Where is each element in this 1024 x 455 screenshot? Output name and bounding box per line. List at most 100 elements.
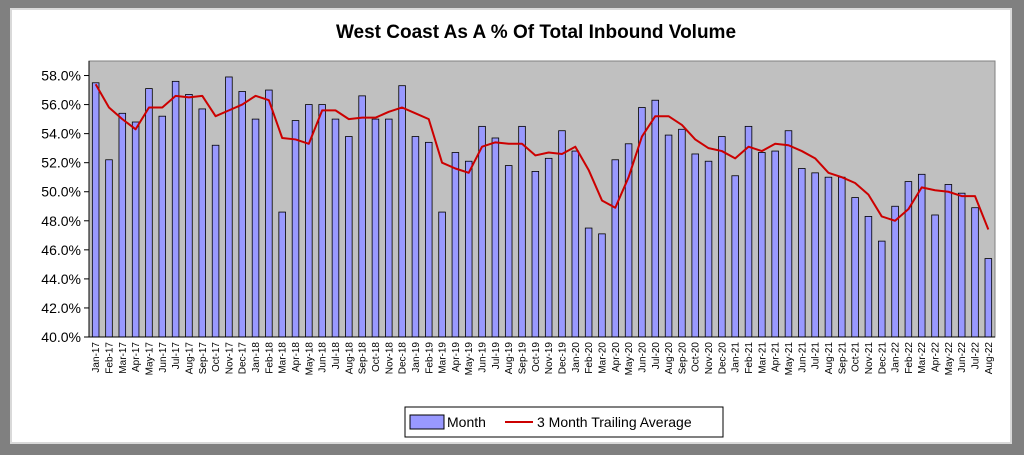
x-tick-label: Apr-18 [291, 342, 302, 372]
x-axis: Jan-17 Feb-17 Mar-17 Apr-17 May-17 Jun-17 Jul-… [89, 336, 995, 376]
x-tick-label: Mar-22 [917, 342, 928, 374]
y-tick-label: 50.0% [41, 184, 81, 200]
bar [784, 130, 793, 338]
bar [917, 173, 926, 338]
bar [371, 118, 380, 338]
x-tick-label: Jun-19 [478, 342, 489, 373]
bar [198, 108, 206, 338]
x-tick-label: Mar-17 [118, 342, 129, 374]
bar [291, 120, 300, 338]
bar [771, 150, 779, 338]
x-tick-label: Sep-17 [198, 342, 209, 375]
x-tick-label: May-19 [464, 342, 475, 376]
legend: Month 3 Month Trailing Average [404, 406, 724, 438]
bar [691, 153, 699, 338]
bar [984, 258, 993, 338]
y-tick-label: 40.0% [41, 329, 81, 345]
x-tick-label: Oct-21 [851, 342, 862, 372]
y-tick-label: 42.0% [41, 300, 81, 316]
bar [385, 118, 393, 338]
x-tick-label: Oct-20 [691, 342, 702, 372]
bar [704, 160, 713, 338]
bar [544, 157, 553, 338]
x-tick-label: Mar-19 [438, 342, 449, 374]
chart: West Coast As A % Of Total Inbound Volum… [41, 22, 996, 438]
bar [171, 80, 180, 338]
legend-box [404, 406, 724, 438]
x-tick-label: Jan-17 [91, 342, 102, 373]
x-tick-label: Feb-18 [264, 342, 275, 374]
y-tick-label: 54.0% [41, 126, 81, 142]
x-tick-label: Jun-21 [797, 342, 808, 373]
x-tick-label: Mar-20 [597, 342, 608, 374]
bar [531, 170, 540, 338]
bar [265, 89, 273, 338]
bar [278, 211, 286, 338]
bar [944, 184, 953, 338]
x-tick-label: Feb-22 [904, 342, 915, 374]
x-tick-label: Feb-21 [744, 342, 755, 374]
x-tick-label: Jul-18 [331, 342, 342, 370]
bar [598, 233, 606, 338]
x-tick-label: Aug-22 [984, 342, 995, 375]
x-tick-label: Oct-17 [211, 342, 222, 372]
x-tick-label: Feb-19 [424, 342, 435, 374]
bar [838, 176, 846, 338]
bar [504, 165, 513, 338]
bar [664, 134, 673, 338]
x-tick-label: Jan-20 [571, 342, 582, 373]
x-tick-label: Jul-22 [971, 342, 982, 370]
bar [891, 205, 899, 338]
x-tick-label: Jul-21 [811, 342, 822, 370]
bar [478, 125, 486, 338]
x-tick-label: Sep-20 [677, 342, 688, 375]
x-tick-label: Sep-19 [518, 342, 529, 375]
y-tick-label: 58.0% [41, 68, 81, 84]
bar [518, 125, 526, 338]
x-tick-label: Sep-18 [358, 342, 369, 375]
x-tick-label: Nov-17 [224, 342, 235, 375]
x-tick-label: Dec-19 [557, 342, 568, 375]
x-tick-label: Feb-20 [584, 342, 595, 374]
bar [131, 121, 140, 338]
bar [91, 82, 100, 338]
trailing-average-line [94, 83, 990, 230]
bar [251, 118, 260, 338]
x-tick-label: Aug-18 [344, 342, 355, 375]
x-tick-label: Jan-22 [891, 342, 902, 373]
bar [464, 160, 473, 338]
x-tick-label: Mar-21 [757, 342, 768, 374]
x-tick-label: Nov-21 [864, 342, 875, 375]
bar [411, 136, 420, 338]
x-tick-label: Aug-20 [664, 342, 675, 375]
plot-area [88, 60, 996, 338]
x-tick-label: Jun-22 [957, 342, 968, 373]
x-tick-label: Jun-17 [158, 342, 169, 373]
bar [957, 192, 966, 338]
x-tick-label: Dec-20 [717, 342, 728, 375]
bar [318, 104, 326, 338]
x-tick-label: Nov-18 [384, 342, 395, 375]
x-tick-label: Apr-20 [611, 342, 622, 372]
x-tick-label: Jun-18 [318, 342, 329, 373]
bar [118, 112, 127, 338]
x-tick-label: May-20 [624, 342, 635, 376]
x-tick-label: Dec-21 [877, 342, 888, 375]
bar [731, 175, 739, 338]
bar [225, 76, 233, 338]
bar [611, 159, 620, 338]
y-axis: 40.0% 42.0% 44.0% 46.0% 48.0% 50.0% 52.0% 54.0%… [41, 61, 90, 345]
bar [864, 216, 873, 338]
bar [398, 85, 406, 338]
bar [451, 152, 460, 338]
y-tick-label: 56.0% [41, 97, 81, 113]
x-tick-label: Mar-18 [278, 342, 289, 374]
bar [678, 128, 686, 338]
bar [824, 176, 833, 338]
bar [105, 159, 113, 338]
legend-month-swatch [409, 414, 445, 430]
bar [584, 227, 593, 338]
legend-month-label: Month [447, 414, 486, 430]
legend-average-label: 3 Month Trailing Average [537, 414, 692, 430]
x-tick-label: Jul-20 [651, 342, 662, 370]
